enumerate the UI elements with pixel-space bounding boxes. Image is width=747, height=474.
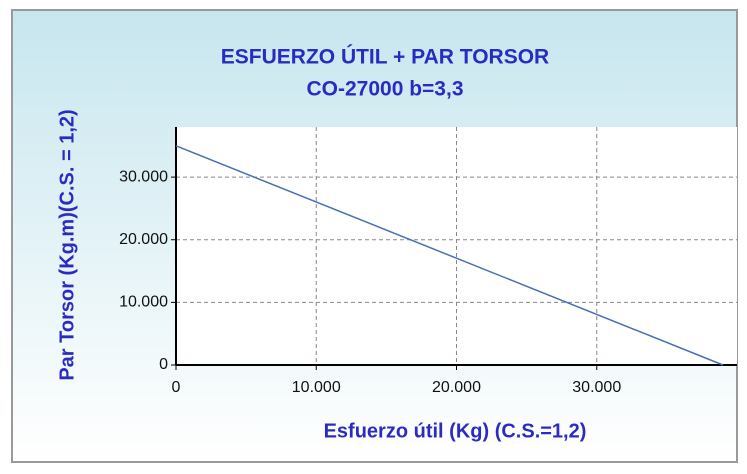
y-tick-label: 20.000 [119,231,168,248]
y-tick-label: 30.000 [119,168,168,185]
chart-subtitle: CO-27000 b=3,3 [306,78,463,101]
x-tick-label: 10.000 [292,379,341,396]
data-line [175,145,724,366]
chart-title: ESFUERZO ÚTIL + PAR TORSOR [221,45,549,69]
x-tick-label: 0 [172,379,181,396]
y-tick-label: 0 [159,356,168,373]
y-tick-label: 10.000 [119,294,168,311]
x-tick-label: 30.000 [572,379,621,396]
x-axis-label: Esfuerzo útil (Kg) (C.S.=1,2) [324,420,587,442]
x-tick-label: 20.000 [432,379,481,396]
y-axis-label: Par Torsor (Kg.m)(C.S. = 1,2) [56,109,78,380]
